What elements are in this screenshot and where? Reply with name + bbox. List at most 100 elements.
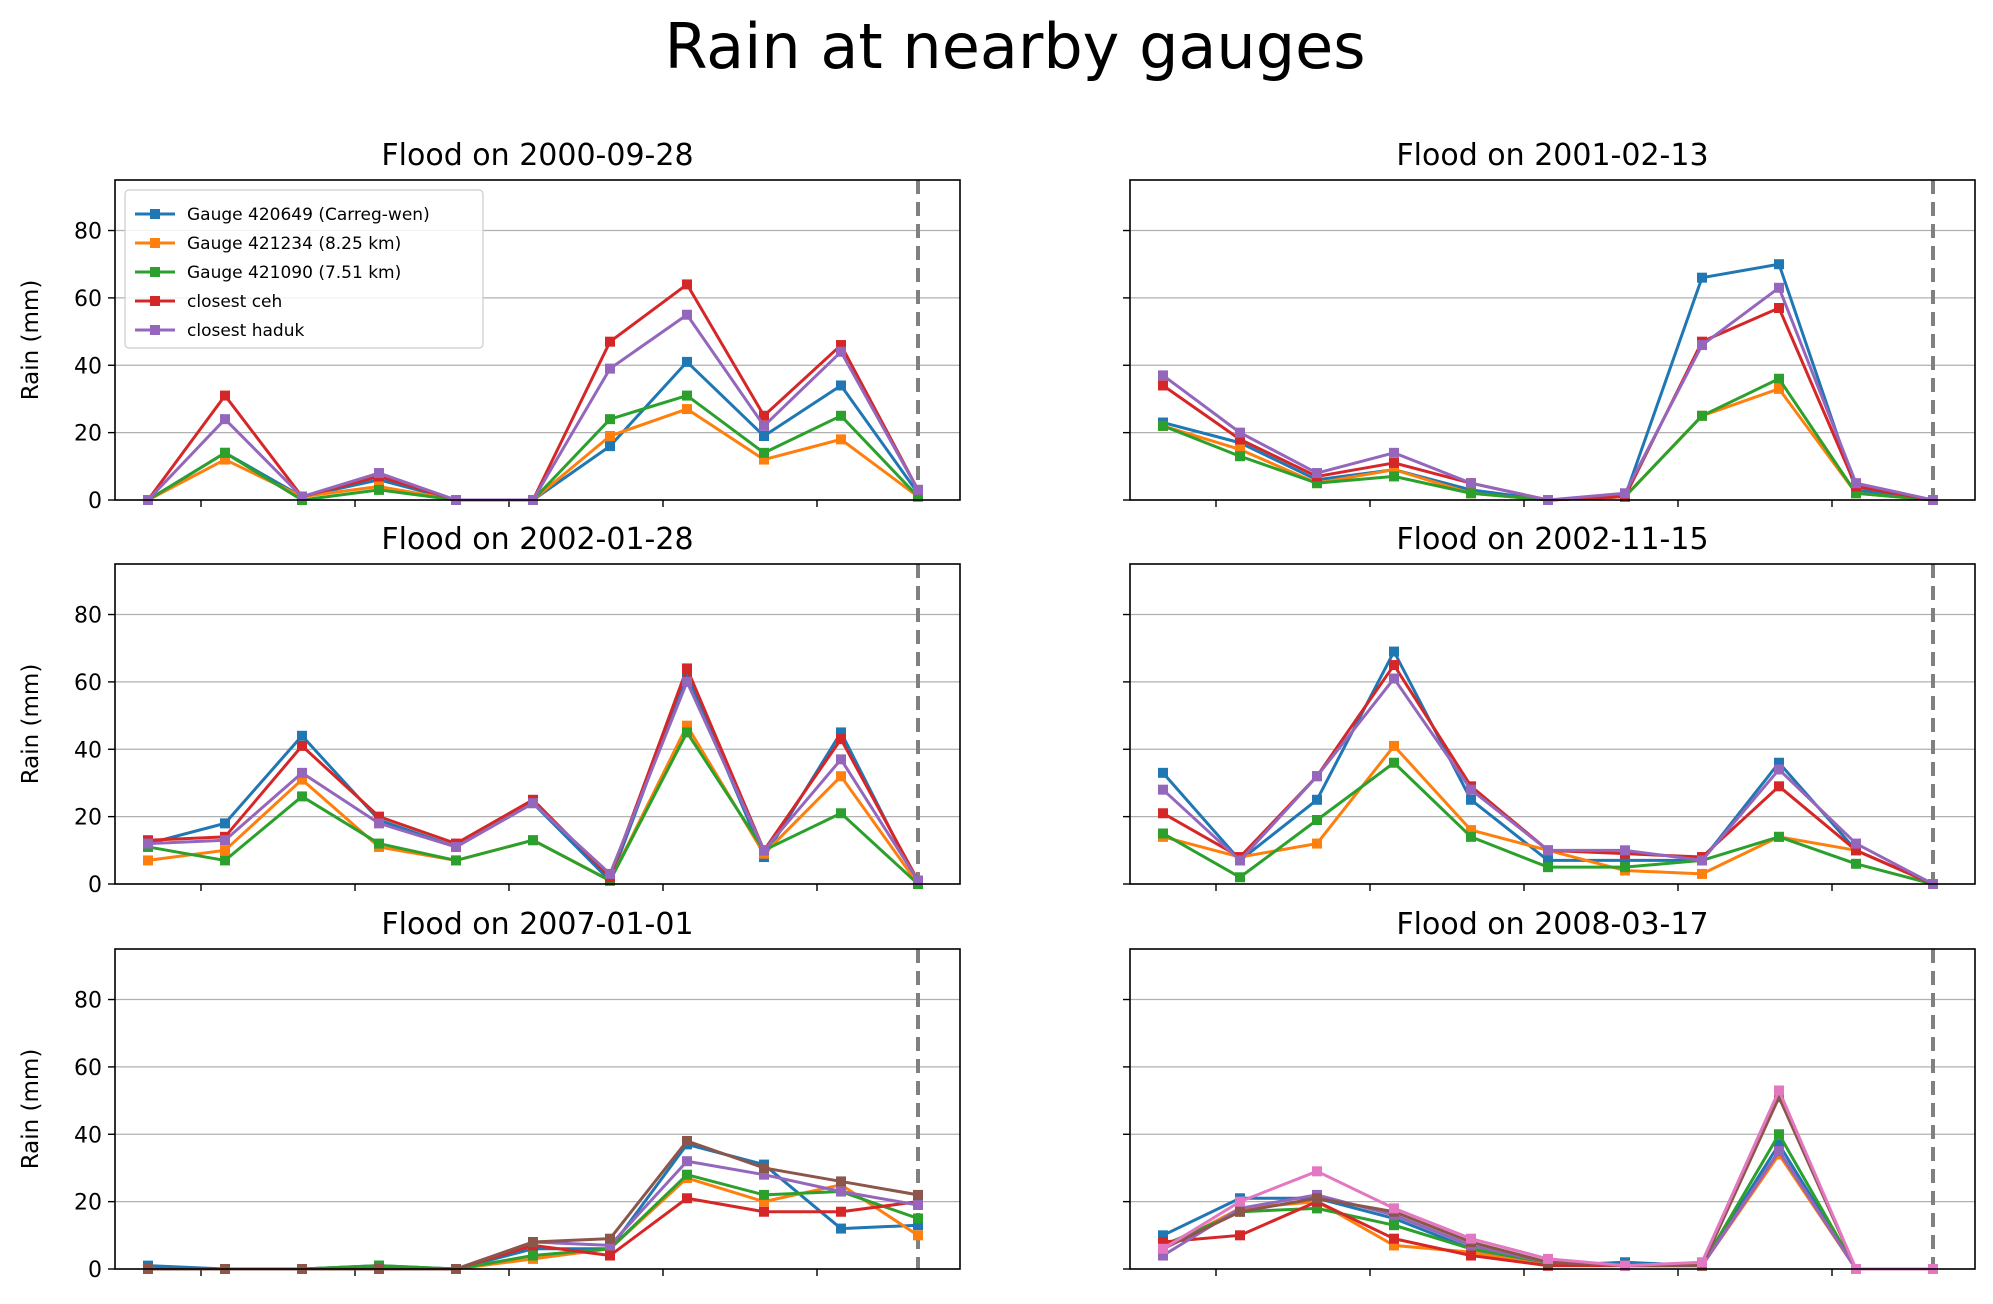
data-point-purple [297,767,307,778]
y-tick-label: 80 [74,220,102,245]
data-point-red [1235,434,1245,445]
axes-frame [114,948,961,1270]
subplot-flood-2000-09-28: 0 20 40 60 80 Flood on 2000-09-28 Rain (mm) Gau… [18,138,961,514]
data-point-brown [759,1162,769,1173]
y-tick-label: 20 [74,422,102,447]
legend-marker-blue [150,209,160,219]
data-point-orange [1389,740,1399,751]
data-point-purple [1389,673,1399,684]
data-point-pink [1312,1166,1322,1177]
data-point-green [1312,815,1322,825]
data-point-green [528,1250,538,1261]
data-point-blue [836,727,846,738]
data-point-blue [759,431,769,441]
data-point-purple [1466,478,1476,489]
data-point-purple [374,468,384,479]
data-point-blue [836,380,846,391]
data-point-purple [1774,282,1784,293]
legend-label: Gauge 421090 (7.51 km) [187,263,401,283]
axes-frame [114,563,961,885]
figure-suptitle: Rain at nearby gauges [664,10,1365,83]
data-point-orange [759,1196,769,1207]
data-point-purple [1620,488,1630,499]
data-point-green [451,855,461,866]
axes-frame [114,179,961,501]
data-point-red [836,1206,846,1217]
data-point-purple [913,484,923,495]
data-point-purple [605,363,615,374]
data-point-green [759,1189,769,1200]
data-point-purple [1158,370,1168,381]
data-point-green [1774,373,1784,384]
data-point-pink [1235,1196,1245,1207]
data-point-brown [682,1136,692,1146]
data-point-green [1851,858,1861,869]
legend-label: Gauge 421234 (8.25 km) [187,234,401,254]
data-point-blue [1466,794,1476,805]
data-point-red [836,340,846,351]
data-point-purple [374,818,384,829]
legend-label: closest haduk [187,321,304,341]
data-point-green [836,410,846,421]
data-point-purple [682,676,692,687]
data-point-red [605,336,615,347]
subplot-title: Flood on 2002-01-28 [381,522,693,557]
data-point-green [1466,488,1476,499]
data-point-blue [682,670,692,681]
data-point-red [374,811,384,822]
subplot-flood-2001-02-13: Flood on 2001-02-13 [1123,138,1976,507]
data-point-green [1389,757,1399,768]
data-point-purple [605,1240,615,1251]
data-point-red [605,1250,615,1261]
data-point-purple [528,798,538,809]
data-point-blue [1774,757,1784,768]
y-tick-label: 80 [74,989,102,1014]
data-point-blue [1543,855,1553,866]
axes-frame [1129,179,1976,501]
y-axis-label: Rain (mm) [18,1049,44,1170]
data-point-orange [1389,1240,1399,1251]
data-point-green [1389,1220,1399,1231]
data-point-orange [297,774,307,785]
data-point-green [1235,451,1245,462]
data-point-purple [1851,838,1861,849]
data-point-blue [1620,855,1630,866]
data-point-green [1466,831,1476,842]
subplot-title: Flood on 2002-11-15 [1396,522,1708,557]
subplot-flood-2002-11-15: Flood on 2002-11-15 [1123,522,1976,891]
data-point-green [1312,1203,1322,1214]
data-point-purple [1158,784,1168,795]
data-point-purple [1158,1250,1168,1261]
subplot-title: Flood on 2000-09-28 [381,138,693,173]
data-point-red [1389,1233,1399,1244]
data-point-purple [1697,855,1707,866]
data-point-green [682,390,692,401]
y-tick-label: 80 [74,604,102,629]
data-point-red [759,410,769,421]
data-point-orange [220,845,230,856]
data-point-purple [1774,1146,1784,1157]
data-point-purple [297,491,307,502]
data-point-red [1235,1230,1245,1241]
data-point-orange [1697,868,1707,879]
subplot-title: Flood on 2001-02-13 [1396,138,1708,173]
data-point-green [374,838,384,849]
data-point-orange [682,404,692,415]
data-point-green [1543,862,1553,873]
y-tick-label: 60 [74,671,102,696]
data-point-purple [682,309,692,320]
legend-label: Gauge 420649 (Carreg-wen) [187,205,430,225]
data-point-green [913,491,923,502]
data-point-green [913,1213,923,1224]
data-point-red [836,734,846,745]
data-point-red [1466,1250,1476,1261]
axes-frame [1129,948,1976,1270]
data-point-blue [1697,272,1707,283]
data-point-purple [143,838,153,849]
data-point-purple [451,841,461,852]
data-point-purple [1851,478,1861,489]
data-point-green [1620,862,1630,873]
data-point-pink [1620,1260,1630,1271]
data-point-purple [1312,468,1322,479]
